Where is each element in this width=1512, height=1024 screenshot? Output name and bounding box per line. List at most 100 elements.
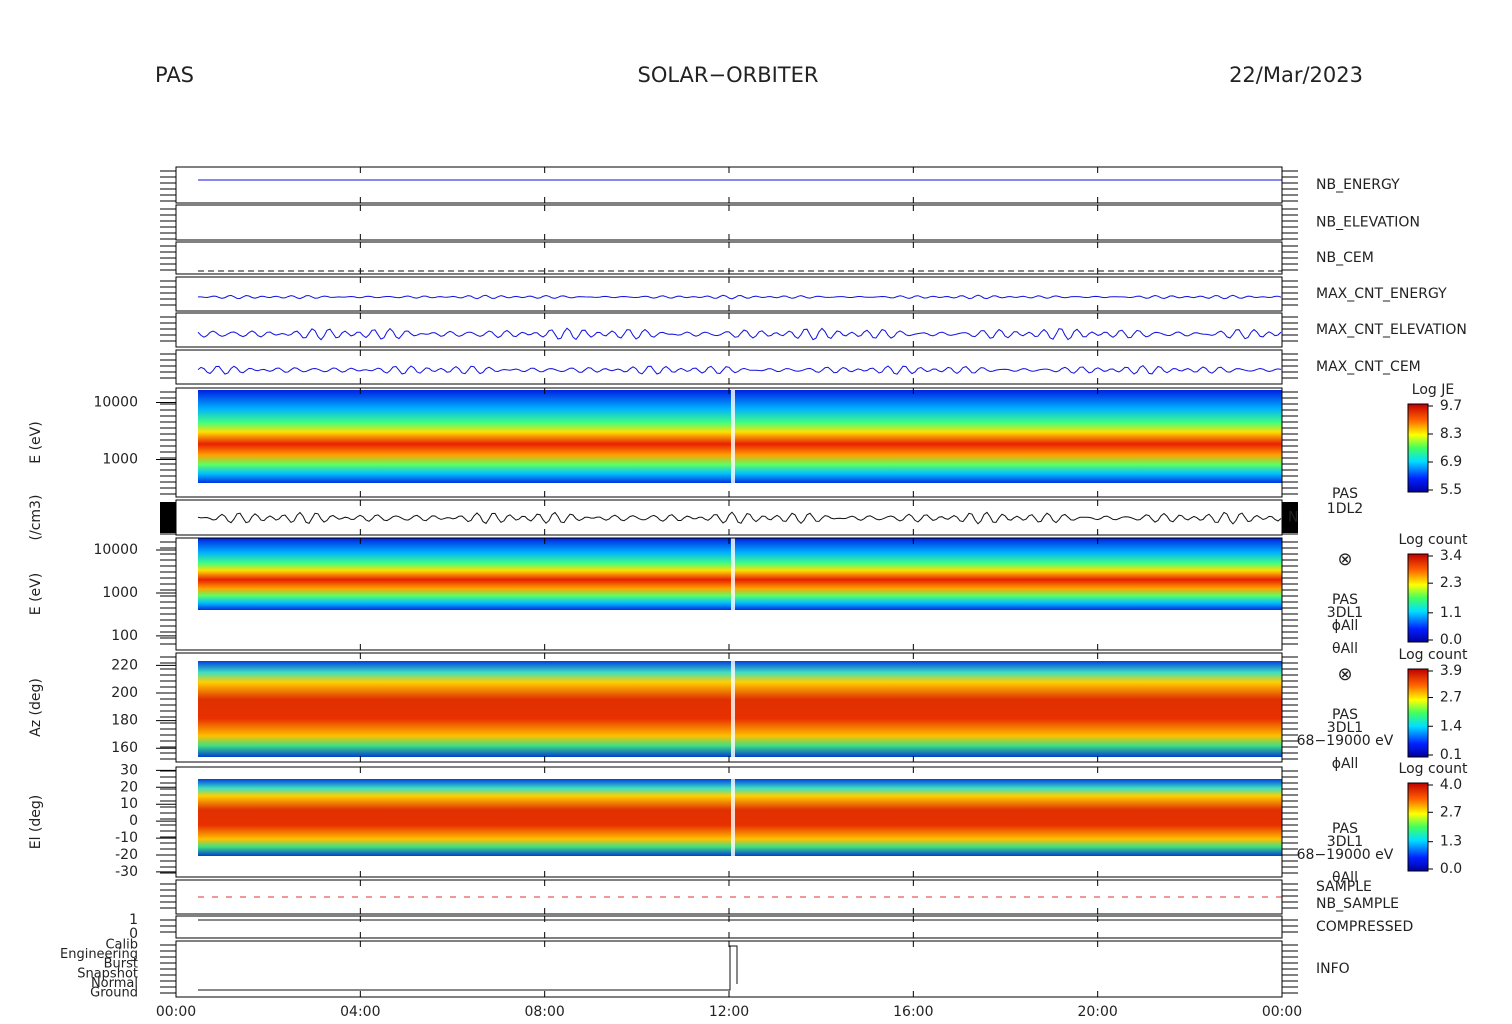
colorbar-tick-label: 1.3 [1440, 834, 1462, 850]
colorbar [1407, 403, 1429, 493]
panel-label: NB_ENERGY [1316, 177, 1400, 193]
panel-label: NB_SAMPLE [1316, 896, 1399, 912]
panel-label: SAMPLE [1316, 879, 1372, 895]
y-tick-label: 180 [111, 713, 138, 729]
colorbar-title: Log JE [1412, 382, 1454, 398]
y-tick-label: -30 [115, 864, 138, 880]
colorbar [1407, 782, 1429, 872]
y-tick-label: 220 [111, 657, 138, 673]
y-tick-label: 160 [111, 740, 138, 756]
marker: N [1288, 510, 1298, 526]
y-tick-label: Ground [90, 986, 138, 1001]
y-label: El (deg) [28, 795, 44, 850]
y-tick-label: 0 [129, 926, 138, 942]
y-tick-label: 0 [129, 813, 138, 829]
trace [197, 511, 1282, 525]
side-label: θAll [1332, 641, 1358, 657]
spectrogram [198, 538, 1282, 610]
side-label: 68−19000 eV [1297, 733, 1394, 749]
instrument: PAS [155, 63, 194, 87]
y-tick-label: 200 [111, 685, 138, 701]
colorbar-title: Log count [1399, 761, 1468, 777]
panel-label: MAX_CNT_ENERGY [1316, 286, 1447, 302]
mission: SOLAR−ORBITER [637, 63, 818, 87]
x-tick-label: 00:00 [1262, 1004, 1302, 1020]
colorbar-tick-label: 0.0 [1440, 632, 1462, 648]
colorbar-tick-label: 3.4 [1440, 548, 1462, 564]
data-gap [731, 390, 735, 483]
colorbar [1407, 553, 1429, 643]
data-gap [731, 661, 735, 757]
x-tick-label: 00:00 [156, 1004, 196, 1020]
y-tick-label: -20 [115, 847, 138, 863]
panel-label: MAX_CNT_CEM [1316, 359, 1421, 375]
colorbar-title: Log count [1399, 647, 1468, 663]
panel-frame [175, 940, 1283, 998]
side-label: PAS [1332, 821, 1358, 837]
panel-label: MAX_CNT_ELEVATION [1316, 322, 1467, 338]
x-tick-label: 08:00 [524, 1004, 564, 1020]
side-label: 68−19000 eV [1297, 847, 1394, 863]
y-tick-label: 1000 [102, 585, 138, 601]
x-tick-label: 20:00 [1077, 1004, 1117, 1020]
y-tick-label: 10000 [93, 395, 138, 411]
spectrogram [198, 661, 1282, 757]
colorbar-tick-label: 1.1 [1440, 605, 1462, 621]
panel-label: INFO [1316, 961, 1350, 977]
colorbar-tick-label: 2.3 [1440, 575, 1462, 591]
y-label: E (eV) [28, 421, 44, 463]
y-tick-label: 100 [111, 628, 138, 644]
colorbar-tick-label: 4.0 [1440, 777, 1462, 793]
data-gap [731, 779, 735, 856]
side-label: 1DL2 [1327, 501, 1363, 517]
y-tick-label: Normal [91, 976, 138, 991]
colorbar-tick-label: 5.5 [1440, 482, 1462, 498]
colorbar-tick-label: 1.4 [1440, 718, 1462, 734]
side-label: ϕAll [1332, 618, 1359, 634]
colorbar-title: Log count [1399, 532, 1468, 548]
trace [198, 294, 1282, 300]
side-label: PAS [1332, 486, 1358, 502]
side-label: PAS [1332, 592, 1358, 608]
y-tick-label: 1 [129, 912, 138, 928]
y-tick-label: 1000 [102, 452, 138, 468]
y-tick-label: -10 [115, 830, 138, 846]
trace [197, 327, 1282, 341]
y-tick-label: Engineering [60, 947, 138, 962]
symbol: ⊗ [1337, 664, 1352, 685]
data-gap [731, 538, 735, 610]
y-tick-label: 20 [120, 779, 138, 795]
y-tick-label: Snapshot [77, 966, 138, 981]
side-label: PAS [1332, 707, 1358, 723]
side-label: 3DL1 [1327, 605, 1363, 621]
side-label: ϕAll [1332, 756, 1359, 772]
y-tick-label: 10 [120, 796, 138, 812]
colorbar-tick-label: 2.7 [1440, 804, 1462, 820]
y-tick-label: Calib [105, 938, 138, 953]
side-label: 3DL1 [1327, 720, 1363, 736]
panel-label: NB_ELEVATION [1316, 215, 1420, 231]
colorbar-tick-label: 0.1 [1440, 747, 1462, 763]
spectrogram [198, 779, 1282, 856]
y-tick-label: 30 [120, 762, 138, 778]
colorbar-tick-label: 8.3 [1440, 426, 1462, 442]
trace [198, 945, 738, 991]
colorbar-tick-label: 2.7 [1440, 690, 1462, 706]
colorbar-tick-label: 6.9 [1440, 454, 1462, 470]
y-label: (/cm3) [28, 495, 44, 541]
side-label: 3DL1 [1327, 834, 1363, 850]
colorbar-tick-label: 9.7 [1440, 398, 1462, 414]
panel-label: NB_CEM [1316, 250, 1374, 266]
colorbar-tick-label: 0.0 [1440, 861, 1462, 877]
date: 22/Mar/2023 [1229, 63, 1363, 87]
colorbar-tick-label: 3.9 [1440, 663, 1462, 679]
y-label: Az (deg) [28, 678, 44, 737]
x-tick-label: 16:00 [893, 1004, 933, 1020]
panel-label: COMPRESSED [1316, 919, 1413, 935]
y-tick-label: 10000 [93, 542, 138, 558]
side-label: θAll [1332, 870, 1358, 886]
x-tick-label: 04:00 [340, 1004, 380, 1020]
symbol: ⊗ [1337, 549, 1352, 570]
y-label: E (eV) [28, 573, 44, 615]
